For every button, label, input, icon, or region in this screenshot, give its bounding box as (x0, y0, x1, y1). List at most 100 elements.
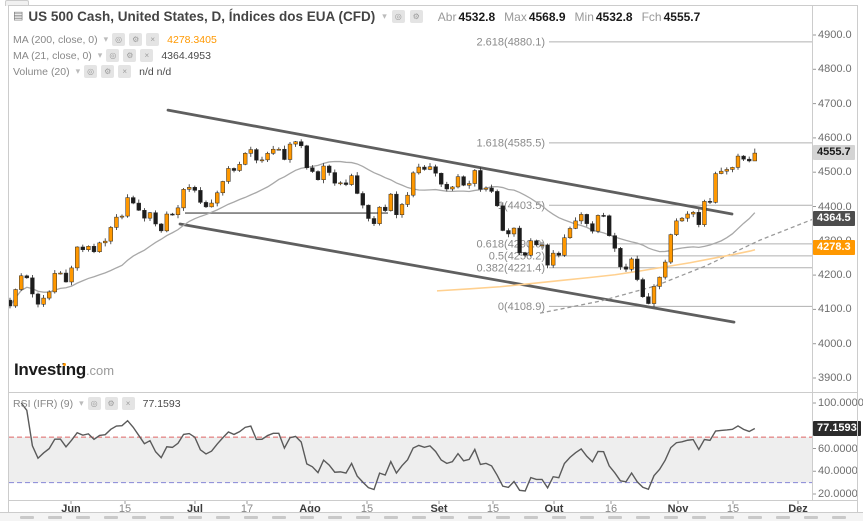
candle-body (231, 168, 237, 171)
close-icon[interactable]: × (146, 33, 160, 46)
rsi-line[interactable] (20, 402, 756, 492)
candle-body (170, 213, 175, 216)
candle-body (556, 252, 561, 256)
logo-orange-dot (62, 362, 66, 366)
candle-body (461, 176, 466, 186)
chevron-down-icon[interactable]: ▾ (97, 50, 103, 60)
rsi-value-badge: 77.1593 (813, 420, 861, 436)
eye-icon[interactable]: ◎ (106, 49, 120, 62)
close-icon[interactable]: × (121, 397, 135, 410)
investing-logo: Investing.com (14, 360, 114, 380)
scrollbar-dash (300, 516, 314, 519)
rsi-pane[interactable] (9, 402, 812, 492)
scrollbar-dash (20, 516, 34, 519)
eye-icon[interactable]: ◎ (391, 10, 405, 23)
candle-body (483, 187, 489, 190)
rsi-tick: 20.0000 (818, 488, 858, 500)
candle-body (9, 299, 13, 307)
candle-body (63, 272, 69, 283)
ma200-line[interactable] (436, 248, 756, 292)
candle-body (97, 242, 102, 253)
chevron-down-icon[interactable]: ▾ (79, 398, 84, 408)
candle-body (248, 149, 253, 154)
logo-text: Investing (14, 360, 86, 379)
ma21-price-badge: 4364.5 (813, 210, 855, 226)
candle-body (601, 215, 606, 217)
settings-icon[interactable]: ⚙ (409, 10, 423, 23)
settings-icon[interactable]: ⚙ (101, 65, 115, 78)
candle-body (181, 189, 186, 209)
ma21-line[interactable] (9, 160, 756, 307)
scrollbar-dash (692, 516, 706, 519)
fib-label: 0(4108.9) (498, 301, 545, 313)
chevron-down-icon[interactable]: ▾ (103, 34, 109, 44)
scrollbar-dash (244, 516, 258, 519)
candle-body (349, 175, 354, 185)
candle-body (433, 166, 438, 174)
candle-body (41, 297, 46, 305)
candle-body (175, 207, 181, 215)
channel-line-lower[interactable] (178, 222, 736, 324)
chevron-down-icon[interactable]: ▾ (382, 11, 387, 21)
candle-body (47, 291, 52, 299)
dashed-trendline[interactable] (539, 207, 845, 314)
scrollbar-dash (832, 516, 846, 519)
indicator-value: n/d n/d (139, 65, 172, 78)
ohlc-fch: Fch 4555.7 (641, 9, 701, 24)
candle-body (517, 227, 522, 254)
candle-body (338, 182, 343, 185)
fib-label: 1(4403.5) (498, 200, 545, 212)
candle-body (360, 193, 365, 206)
candle-body (511, 227, 517, 235)
price-tick: 3900.0 (818, 372, 852, 384)
candle-body (388, 193, 393, 211)
channel-line-upper[interactable] (166, 108, 734, 216)
chart-title: US 500 Cash, United States, D, Índices d… (28, 9, 376, 24)
candles[interactable] (8, 139, 757, 309)
candle-body (315, 171, 321, 180)
close-icon[interactable]: × (140, 49, 154, 62)
settings-icon[interactable]: ⚙ (129, 33, 143, 46)
candle-body (595, 215, 601, 232)
price-axis-border (812, 5, 813, 501)
rsi-legend: RSI (IFR) (9) ▾ ◎ ⚙ × 77.1593 (13, 397, 181, 410)
chevron-down-icon[interactable]: ▾ (75, 66, 81, 76)
candle-body (735, 155, 741, 168)
candle-body (472, 170, 477, 184)
candle-body (427, 166, 433, 170)
fib-label: 0.382(4221.4) (477, 262, 546, 274)
settings-icon[interactable]: ⚙ (123, 49, 137, 62)
candle-body (58, 272, 63, 275)
ohlc-min: Min 4532.8 (574, 9, 633, 24)
candle-body (562, 237, 567, 256)
eye-icon[interactable]: ◎ (112, 33, 126, 46)
candle-body (635, 258, 640, 280)
price-tick: 4800.0 (818, 63, 852, 76)
settings-icon[interactable]: ⚙ (104, 397, 118, 410)
scrollbar-dash (468, 516, 482, 519)
candle-body (730, 167, 735, 170)
scrollbar-dash (636, 516, 650, 519)
eye-icon[interactable]: ◎ (87, 397, 101, 410)
candle-body (579, 214, 584, 222)
legend-row: MA (200, close, 0) ▾ ◎ ⚙ × 4278.3405 (13, 33, 217, 46)
price-tick: 4100.0 (818, 303, 852, 316)
candle-body (724, 169, 729, 172)
candle-body (271, 148, 276, 154)
candle-body (153, 212, 158, 225)
candle-body (327, 165, 332, 173)
candle-body (495, 191, 500, 207)
price-tick: 4200.0 (818, 269, 852, 282)
candle-body (657, 276, 662, 287)
candle-body (310, 167, 315, 172)
ohlc-abr: Abr 4532.8 (437, 9, 496, 24)
candle-body (405, 194, 410, 205)
main-pane[interactable]: 2.618(4880.1) 1.618(4585.5) 1(4403.5) 0.618… (8, 36, 845, 324)
eye-icon[interactable]: ◎ (84, 65, 98, 78)
close-icon[interactable]: × (118, 65, 132, 78)
candle-body (377, 206, 382, 224)
chart-scrollbar[interactable] (0, 512, 863, 521)
candle-body (528, 240, 533, 256)
candle-body (237, 164, 242, 171)
